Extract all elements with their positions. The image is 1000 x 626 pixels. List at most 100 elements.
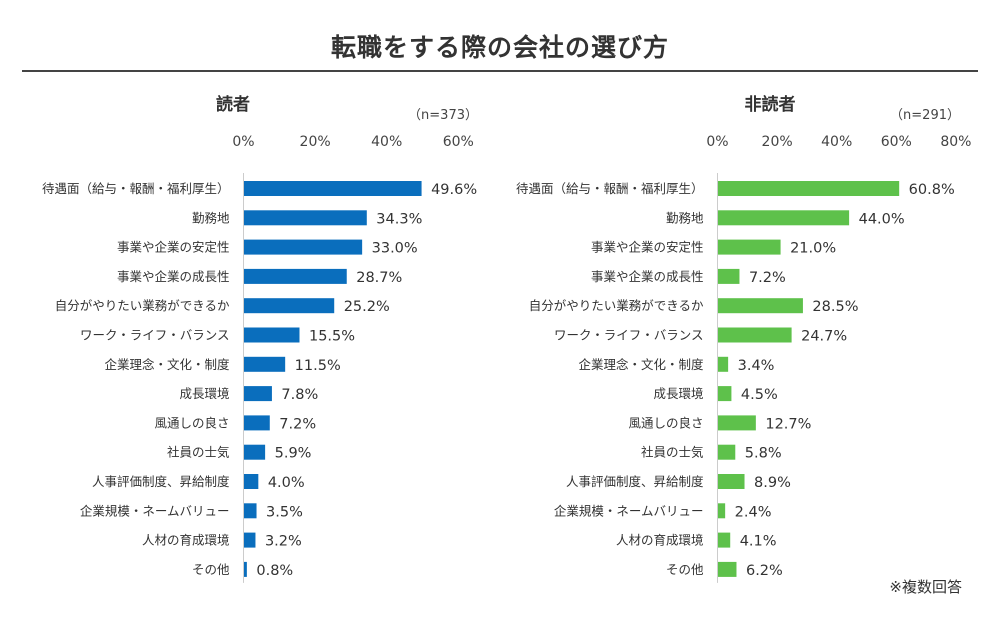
readers-bar	[244, 210, 367, 226]
readers-value-label: 15.5%	[309, 329, 355, 345]
non-readers-category-label: 待遇面（給与・報酬・福利厚生）	[516, 181, 704, 196]
non-readers-bar	[718, 210, 850, 226]
readers-bar	[244, 444, 266, 460]
readers-value-label: 25.2%	[344, 299, 390, 315]
readers-value-label: 5.9%	[275, 446, 312, 462]
readers-category-label: 社員の士気	[167, 445, 230, 460]
readers-bar	[244, 181, 422, 196]
non-readers-category-label: 人材の育成環境	[616, 533, 704, 548]
chart-title: 転職をする際の会社の選び方	[330, 33, 669, 62]
readers-bar	[244, 356, 286, 372]
non-readers-category-label: 自分がやりたい業務ができるか	[529, 298, 704, 313]
readers-category-label: 勤務地	[192, 210, 230, 225]
title-divider	[22, 70, 978, 72]
non-readers-value-label: 44.0%	[859, 211, 905, 227]
non-readers-tick-label: 60%	[881, 134, 912, 150]
non-readers-category-label: 人事評価制度、昇給制度	[566, 474, 704, 489]
readers-value-label: 4.0%	[268, 475, 305, 491]
readers-bar	[244, 561, 247, 577]
readers-category-label: 待遇面（給与・報酬・福利厚生）	[42, 181, 230, 196]
non-readers-value-label: 28.5%	[812, 299, 858, 315]
non-readers-category-label: 勤務地	[666, 210, 704, 225]
readers-value-label: 7.8%	[281, 387, 318, 403]
readers-value-label: 34.3%	[376, 211, 422, 227]
readers-bar	[244, 239, 363, 255]
non-readers-value-label: 6.2%	[746, 563, 783, 579]
non-readers-bar	[718, 327, 792, 343]
readers-tick-label: 60%	[443, 134, 474, 150]
non-readers-value-label: 3.4%	[738, 358, 775, 374]
non-readers-tick-label: 40%	[821, 134, 852, 150]
readers-value-label: 0.8%	[256, 563, 293, 579]
non-readers-value-label: 8.9%	[754, 475, 791, 491]
readers-category-label: 企業理念・文化・制度	[104, 357, 230, 372]
readers-bar	[244, 503, 257, 519]
readers-value-label: 28.7%	[356, 270, 402, 286]
readers-category-label: 成長環境	[179, 386, 229, 401]
readers-value-label: 11.5%	[295, 358, 341, 374]
non-readers-category-label: ワーク・ライフ・バランス	[554, 328, 704, 343]
readers-value-label: 33.0%	[372, 241, 418, 257]
non-readers-bar	[718, 268, 740, 284]
readers-category-label: 人材の育成環境	[142, 533, 230, 548]
non-readers-chart-panel: 非読者 （n=291） 0% 20% 40% 60% 80% 待遇面（給与・報酬・福利厚生） 6…	[516, 94, 971, 583]
non-readers-bar	[718, 386, 732, 402]
readers-chart-panel: 読者 （n=373） 0% 20% 40% 60% 待遇面（給与・報酬・福利厚生） 49.6%…	[42, 94, 478, 583]
non-readers-category-label: 成長環境	[653, 386, 703, 401]
non-readers-value-label: 24.7%	[801, 329, 847, 345]
readers-bar	[244, 268, 347, 284]
non-readers-value-label: 4.1%	[740, 534, 777, 550]
non-readers-value-label: 21.0%	[790, 241, 836, 257]
non-readers-bar	[718, 415, 756, 431]
readers-category-label: ワーク・ライフ・バランス	[80, 328, 230, 343]
readers-bar	[244, 386, 272, 402]
non-readers-tick-label: 0%	[706, 134, 728, 150]
non-readers-value-label: 60.8%	[909, 182, 955, 198]
readers-category-label: 事業や企業の成長性	[117, 269, 230, 284]
readers-value-label: 3.2%	[265, 534, 302, 550]
non-readers-bar	[718, 503, 726, 519]
readers-category-label: 風通しの良さ	[154, 415, 229, 430]
non-readers-sample-size: （n=291）	[890, 108, 960, 123]
non-readers-bar	[718, 474, 745, 489]
non-readers-bar	[718, 356, 729, 372]
non-readers-category-label: その他	[666, 562, 704, 577]
readers-panel-title: 読者	[216, 94, 250, 115]
readers-bar	[244, 298, 335, 314]
readers-tick-label: 0%	[232, 134, 254, 150]
readers-category-label: 事業や企業の安定性	[117, 240, 230, 255]
non-readers-category-label: 事業や企業の安定性	[591, 240, 704, 255]
non-readers-tick-label: 20%	[762, 134, 793, 150]
footnote: ※複数回答	[889, 578, 962, 596]
readers-bar	[244, 415, 270, 431]
non-readers-value-label: 5.8%	[745, 446, 782, 462]
readers-category-label: 企業規模・ネームバリュー	[80, 503, 230, 518]
readers-sample-size: （n=373）	[408, 108, 478, 123]
non-readers-tick-label: 80%	[940, 134, 971, 150]
non-readers-bar	[718, 532, 731, 548]
readers-category-label: 人事評価制度、昇給制度	[92, 474, 230, 489]
non-readers-panel-title: 非読者	[745, 94, 796, 115]
non-readers-bar	[718, 561, 737, 577]
non-readers-category-label: 企業規模・ネームバリュー	[554, 503, 704, 518]
readers-bar	[244, 532, 256, 548]
non-readers-category-label: 風通しの良さ	[628, 415, 703, 430]
non-readers-value-label: 7.2%	[749, 270, 786, 286]
non-readers-bar	[718, 444, 736, 460]
non-readers-category-label: 事業や企業の成長性	[591, 269, 704, 284]
non-readers-bar	[718, 298, 803, 314]
non-readers-bar	[718, 181, 900, 196]
readers-bar	[244, 327, 300, 343]
non-readers-value-label: 12.7%	[765, 416, 811, 432]
readers-tick-label: 40%	[371, 134, 402, 150]
readers-bar	[244, 474, 259, 489]
readers-value-label: 7.2%	[279, 416, 316, 432]
readers-tick-label: 20%	[300, 134, 331, 150]
non-readers-value-label: 4.5%	[741, 387, 778, 403]
non-readers-value-label: 2.4%	[735, 504, 772, 520]
non-readers-category-label: 社員の士気	[641, 445, 704, 460]
readers-value-label: 3.5%	[266, 504, 303, 520]
readers-category-label: その他	[192, 562, 230, 577]
readers-value-label: 49.6%	[431, 182, 477, 198]
readers-category-label: 自分がやりたい業務ができるか	[55, 298, 230, 313]
